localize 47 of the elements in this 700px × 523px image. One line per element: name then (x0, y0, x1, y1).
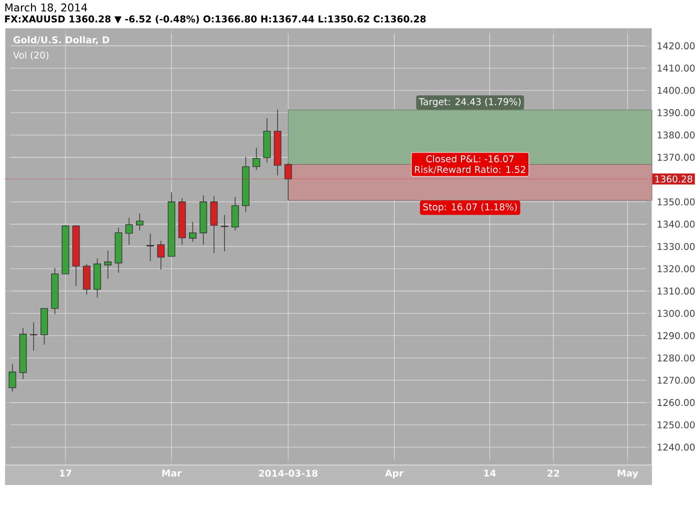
band-label: Target: 24.43 (1.79%) (418, 98, 521, 108)
candlestick (189, 222, 196, 242)
x-tick-label: May (618, 470, 638, 479)
y-tick-label: 1320.00 (658, 265, 695, 272)
y-tick-label: 1380.00 (658, 131, 695, 139)
band-label: Stop: 16.07 (1.18%) (423, 203, 517, 212)
annotation: Closed P&L: -16.07 (426, 155, 514, 162)
y-tick-label: 1290.00 (658, 332, 695, 340)
y-tick-label: 1300.00 (658, 310, 695, 317)
candlestick (30, 322, 38, 352)
x-tick-label: 17 (60, 470, 72, 476)
candlestick (136, 213, 144, 231)
candlestick (104, 250, 112, 280)
y-tick-label: 1370.00 (658, 154, 695, 161)
candlestick (125, 217, 133, 246)
x-tick-label: 2014-03-18 (259, 470, 318, 477)
candlestick (210, 196, 218, 254)
candlestick (82, 263, 90, 296)
candlestick (252, 147, 260, 170)
candlestick (157, 240, 165, 270)
candlestick (146, 233, 154, 262)
y-tick-label: 1420.00 (658, 42, 695, 50)
x-tick-label: 14 (484, 470, 496, 476)
chart-title: March 18, 2014 (5, 3, 88, 13)
y-tick-label: 1240.00 (658, 444, 695, 451)
y-tick-label: 1270.00 (658, 376, 695, 384)
candlestick (220, 214, 228, 252)
y-tick-label: 1390.00 (658, 109, 695, 116)
annotation: Gold/U.S. Dollar, D (14, 36, 110, 45)
y-tick-label: 1340.00 (658, 220, 695, 228)
candlestick (8, 364, 16, 392)
y-tick-label: 1330.00 (658, 242, 695, 250)
y-tick-label: 1310.00 (658, 288, 695, 295)
x-tick-label: Mar (162, 470, 182, 477)
y-tick-label: 1280.00 (658, 354, 695, 362)
annotation: Risk/Reward Ratio: 1.52 (414, 166, 526, 174)
ref-line-label: 1360.28 (655, 175, 692, 182)
x-tick-label: Apr (385, 470, 404, 478)
y-tick-label: 1250.00 (658, 421, 695, 428)
x-tick-label: 22 (548, 470, 560, 477)
y-tick-label: 1400.00 (658, 86, 695, 94)
y-tick-label: 1260.00 (658, 399, 695, 406)
candlestick (231, 196, 239, 231)
y-tick-label: 1410.00 (658, 64, 695, 72)
y-tick-label: 1350.00 (658, 198, 695, 206)
annotation: Vol (20) (13, 51, 48, 60)
chart-subtitle: FX:XAUUSD 1360.28 ▼ -6.52 (-0.48%) O:1366.80 H:1367.44 L:1350.62 C:1360.28 (5, 15, 426, 24)
